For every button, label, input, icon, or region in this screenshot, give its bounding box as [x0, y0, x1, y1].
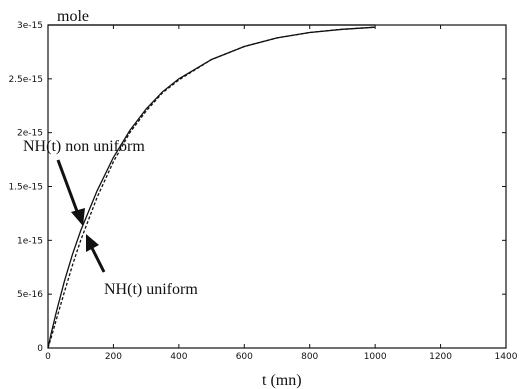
axis-ticks — [47, 24, 507, 349]
y-tick-label: 3e-15 — [17, 21, 43, 31]
y-tick-label: 1.5e-15 — [8, 183, 43, 193]
plot-frame — [47, 24, 507, 349]
annotation-arrows — [56, 159, 106, 273]
x-tick-label: 400 — [170, 352, 187, 362]
annotation-non-uniform-label: NH(t) non uniform — [23, 138, 145, 155]
arrow-non-uniform-head — [71, 208, 85, 226]
arrow-uniform-shaft — [90, 247, 106, 273]
series-line-nh-t-uniform — [47, 26, 376, 349]
series-layer — [47, 24, 376, 349]
x-tick-label: 0 — [45, 352, 51, 362]
x-tick-label: 600 — [236, 352, 253, 362]
y-tick-label: 1e-15 — [17, 236, 43, 246]
y-tick-label: 5e-16 — [17, 290, 43, 300]
x-tick-label: 1000 — [364, 352, 387, 362]
y-axis-title: mole — [57, 8, 89, 25]
x-tick-label: 1200 — [429, 352, 452, 362]
series-line-nh-t-non-uniform — [47, 26, 376, 349]
x-axis-title: t (mn) — [262, 372, 302, 389]
x-tick-label: 1400 — [495, 352, 518, 362]
axis-tick-labels: 0 200 400 600 800 1000 1200 1400 0 5e-16 1e-15 1.5e… — [8, 21, 517, 362]
x-tick-label: 800 — [301, 352, 318, 362]
x-tick-label: 200 — [105, 352, 122, 362]
y-tick-label: 2e-15 — [17, 129, 43, 139]
annotation-uniform-label: NH(t) uniform — [104, 281, 198, 298]
arrow-uniform-head — [86, 234, 99, 252]
arrow-non-uniform-shaft — [56, 159, 80, 215]
y-tick-label: 0 — [37, 344, 43, 354]
y-tick-label: 2.5e-15 — [8, 75, 43, 85]
